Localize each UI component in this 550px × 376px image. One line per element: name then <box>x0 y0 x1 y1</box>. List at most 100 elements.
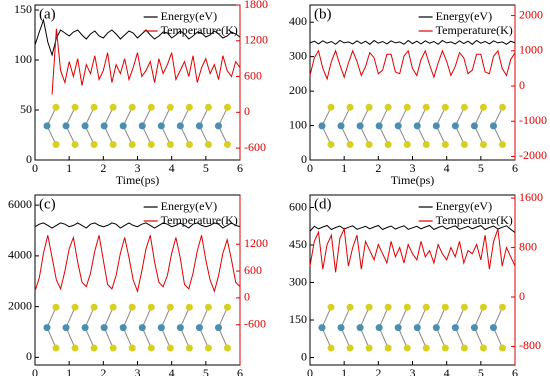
bond <box>493 306 503 328</box>
x-tick-label: 3 <box>135 366 141 376</box>
y-tick-label: 300 <box>289 48 307 62</box>
bond <box>321 327 332 349</box>
bond <box>198 306 209 328</box>
series-line <box>309 227 516 273</box>
y2-tick-label: 1000 <box>519 43 543 57</box>
bond <box>160 306 171 328</box>
panel: 0 1 2 3 4 5 6 Time(ps) 0 100 200 300 400 -2000 -1000 0 1… <box>289 4 547 187</box>
atom <box>441 344 449 352</box>
atom <box>90 344 98 352</box>
bond <box>46 306 57 328</box>
atom <box>403 103 411 111</box>
x-tick-label: 1 <box>66 366 72 376</box>
x-tick-label: 5 <box>478 366 484 376</box>
y2-tick-label: -800 <box>519 338 541 352</box>
y-tick-label: 0 <box>26 349 32 363</box>
y2-tick-label: 0 <box>244 290 250 304</box>
x-tick-label: 1 <box>341 161 347 175</box>
atom <box>365 103 373 111</box>
atom <box>318 324 326 332</box>
bond <box>65 327 76 349</box>
bond <box>122 306 133 328</box>
atom <box>128 303 136 311</box>
legend-label: Temperature(K) <box>436 213 513 227</box>
atom <box>166 103 174 111</box>
atom <box>375 324 383 332</box>
bond <box>340 306 351 328</box>
y2-tick-label: 0 <box>519 78 525 92</box>
atom <box>204 303 212 311</box>
x-tick-label: 2 <box>375 366 381 376</box>
atom <box>489 324 497 332</box>
bond <box>65 306 76 328</box>
series-line <box>34 18 241 57</box>
atom <box>479 344 487 352</box>
atom <box>100 324 108 332</box>
bond <box>103 306 114 328</box>
x-tick-label: 0 <box>32 366 38 376</box>
atom <box>119 122 127 130</box>
atom <box>470 324 478 332</box>
atom <box>223 141 231 148</box>
atom <box>384 141 392 148</box>
atom <box>327 141 335 148</box>
legend-label: Energy(eV) <box>436 199 492 213</box>
atom <box>62 324 70 332</box>
atom <box>422 344 430 352</box>
y-tick-label: 200 <box>289 83 307 97</box>
atom <box>413 324 421 332</box>
atom <box>128 141 136 148</box>
y-tick-label: 0 <box>301 152 307 166</box>
y-tick-label: 450 <box>289 237 307 251</box>
bond <box>321 306 332 328</box>
y-tick-label: 300 <box>289 274 307 288</box>
x-tick-label: 4 <box>169 161 175 175</box>
atom <box>176 122 184 130</box>
atom <box>460 103 468 111</box>
panel: 0123456Time(ps)0200040006000-60006001200… <box>8 194 268 376</box>
bond <box>397 306 408 328</box>
atom <box>204 141 212 148</box>
bond <box>141 327 152 349</box>
atom <box>375 122 383 130</box>
bond <box>160 327 171 349</box>
atom <box>346 303 354 311</box>
atom <box>43 122 51 130</box>
legend-label: Temperature(K) <box>161 213 238 227</box>
atom <box>356 122 364 130</box>
y2-tick-label: 1200 <box>244 236 268 250</box>
bond <box>84 327 95 349</box>
series-line <box>309 39 516 45</box>
atom <box>470 122 478 130</box>
x-tick-label: 6 <box>512 366 518 376</box>
atom <box>138 324 146 332</box>
atom <box>71 344 79 352</box>
atom <box>109 141 117 148</box>
x-tick-label: 3 <box>410 366 416 376</box>
atom <box>71 141 79 148</box>
y-tick-label: 150 <box>289 312 307 326</box>
atom <box>451 122 459 130</box>
atom <box>157 122 165 130</box>
y2-tick-label: 1800 <box>244 0 268 11</box>
atom <box>403 344 411 352</box>
atom <box>384 303 392 311</box>
atom <box>479 141 487 148</box>
atom <box>498 141 506 148</box>
y2-tick-label: 1600 <box>519 190 543 204</box>
atom <box>441 103 449 111</box>
bond <box>179 327 190 349</box>
x-tick-label: 5 <box>478 161 484 175</box>
bond <box>416 306 427 328</box>
panel-label: (d) <box>314 196 332 212</box>
atom <box>90 141 98 148</box>
atom <box>384 103 392 111</box>
atom <box>422 141 430 148</box>
atom <box>479 303 487 311</box>
atom <box>214 324 222 332</box>
atom <box>432 324 440 332</box>
legend-label: Energy(eV) <box>161 199 217 213</box>
bond <box>473 327 484 349</box>
y-tick-label: 400 <box>289 14 307 28</box>
series-line <box>34 222 241 229</box>
